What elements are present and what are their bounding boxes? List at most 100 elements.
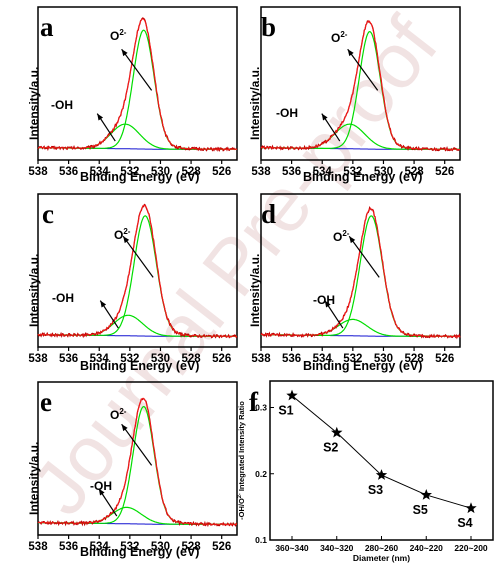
y-axis-label: -OH/O2- Integrated Intensity Ratio [237, 401, 246, 520]
x-axis-label: Binding Energy (eV) [80, 545, 200, 559]
x-tick-label: 532 [343, 353, 362, 365]
panel-label: e [40, 387, 52, 417]
annotation-o2-text: O [331, 31, 341, 45]
o2-arrow [348, 235, 380, 278]
raw-data-line [37, 17, 238, 152]
y-axis-label: Intensity/a.u. [27, 253, 41, 327]
oh-peak-line [261, 318, 460, 337]
x-tick-label: 526 [212, 353, 231, 365]
x-tick-label: 360~340 [275, 543, 309, 553]
fit-envelope-line [38, 397, 237, 525]
plot-frame [37, 6, 238, 161]
data-point-star [465, 502, 477, 514]
panel-label: c [42, 199, 54, 229]
y-axis-label: Intensity/a.u. [248, 66, 262, 140]
x-tick-label: 528 [181, 166, 201, 178]
data-point-label: S3 [368, 483, 383, 497]
annotation-o2-sup: 2- [119, 407, 127, 416]
x-tick-label: 532 [120, 166, 139, 178]
plot-frame [37, 381, 238, 536]
oh-arrow-head [97, 113, 104, 121]
x-axis-label: Binding Energy (eV) [303, 359, 423, 373]
data-point-label: S4 [457, 516, 472, 530]
annotation-o2: O2- [110, 28, 126, 43]
annotation-oh: -OH [313, 293, 335, 307]
x-tick-label: 530 [151, 541, 170, 553]
oh-peak-line [38, 123, 237, 150]
annotation-o2-sup: 2- [119, 28, 127, 37]
oh-arrow-head [98, 488, 105, 496]
x-tick-label: 536 [59, 353, 78, 365]
x-tick-label: 534 [90, 353, 110, 365]
x-tick-label: 532 [343, 166, 362, 178]
x-tick-label: 534 [313, 166, 333, 178]
panel-label: b [261, 12, 277, 42]
x-tick-label: 536 [59, 166, 78, 178]
x-tick-label: 534 [90, 166, 110, 178]
x-tick-label: 536 [59, 541, 78, 553]
data-point-star [286, 389, 298, 401]
data-point-star [375, 469, 388, 480]
panel-f: 0.1 0.2 0.3 360~340 340~320 280~260 240~220 220… [223, 375, 494, 563]
y-tick-label: 0.1 [255, 535, 267, 545]
data-point-star [331, 426, 343, 438]
x-axis-label: Binding Energy (eV) [303, 170, 423, 184]
x-axis-label: Binding Energy (eV) [80, 170, 200, 184]
o2-peak-line [261, 215, 460, 337]
o2-arrow-head [121, 424, 128, 432]
annotation-o2-text: O [114, 228, 124, 242]
y-axis-label: Intensity/a.u. [27, 66, 41, 140]
o2-arrow [347, 48, 379, 91]
x-tick-label: 528 [181, 353, 201, 365]
raw-data-line [260, 19, 461, 152]
x-tick-label: 538 [28, 541, 48, 553]
oh-peak-line [38, 314, 237, 337]
annotation-o2-text: O [110, 408, 120, 422]
y-tick-label: 0.3 [255, 403, 267, 413]
oh-arrow-head [100, 300, 107, 308]
x-tick-label: 280~260 [365, 543, 399, 553]
annotation-o2: O2- [331, 30, 347, 45]
x-tick-label: 536 [282, 353, 301, 365]
o2-arrow [121, 423, 153, 466]
y-axis-label-part: 2- [237, 493, 243, 498]
panel-label: f [249, 387, 258, 417]
x-tick-label: 340~320 [320, 543, 354, 553]
x-tick-label: 534 [313, 353, 333, 365]
panel-label: a [40, 12, 54, 42]
x-tick-label: 526 [435, 166, 454, 178]
annotation-o2-sup: 2- [342, 229, 350, 238]
data-point-label: S1 [278, 404, 293, 418]
oh-peak-line [261, 123, 460, 150]
o2-peak-line [38, 215, 237, 337]
panel-d-plot: 538 536 534 532 530 528 526 [251, 193, 461, 365]
panel-b: 538 536 534 532 530 528 526 b Intensity/a.u. B… [223, 0, 463, 185]
panel-e: 538 536 534 532 530 528 526 e Intensity/a.u. B… [0, 375, 240, 560]
o2-arrow [121, 48, 153, 91]
y-axis-label: Intensity/a.u. [248, 253, 262, 327]
data-point-star [420, 489, 432, 500]
raw-data-line [260, 205, 461, 340]
y-axis-label: Intensity/a.u. [27, 441, 41, 515]
x-tick-label: 528 [404, 353, 424, 365]
y-tick-label: 0.2 [255, 469, 267, 479]
raw-data-line [37, 397, 238, 528]
annotation-oh: -OH [51, 98, 73, 112]
x-tick-label: 538 [251, 166, 271, 178]
o2-arrow-head [349, 236, 356, 244]
x-tick-label: 526 [212, 541, 231, 553]
annotation-o2-text: O [110, 29, 120, 43]
x-tick-label: 530 [151, 166, 170, 178]
x-tick-label: 220~200 [454, 543, 488, 553]
data-point-label: S2 [323, 441, 338, 455]
annotation-oh: -OH [52, 291, 74, 305]
panel-label: d [261, 199, 277, 229]
o2-arrow [122, 235, 154, 278]
x-axis-label: Binding Energy (eV) [80, 359, 200, 373]
panel-d: 538 536 534 532 530 528 526 d Intensity/a.u. B… [223, 187, 463, 373]
x-tick-label: 538 [251, 353, 271, 365]
x-tick-label: 536 [282, 166, 301, 178]
y-axis-label-part: -OH/O [237, 498, 246, 520]
fit-envelope-line [38, 18, 237, 150]
plot-frame [260, 6, 461, 161]
